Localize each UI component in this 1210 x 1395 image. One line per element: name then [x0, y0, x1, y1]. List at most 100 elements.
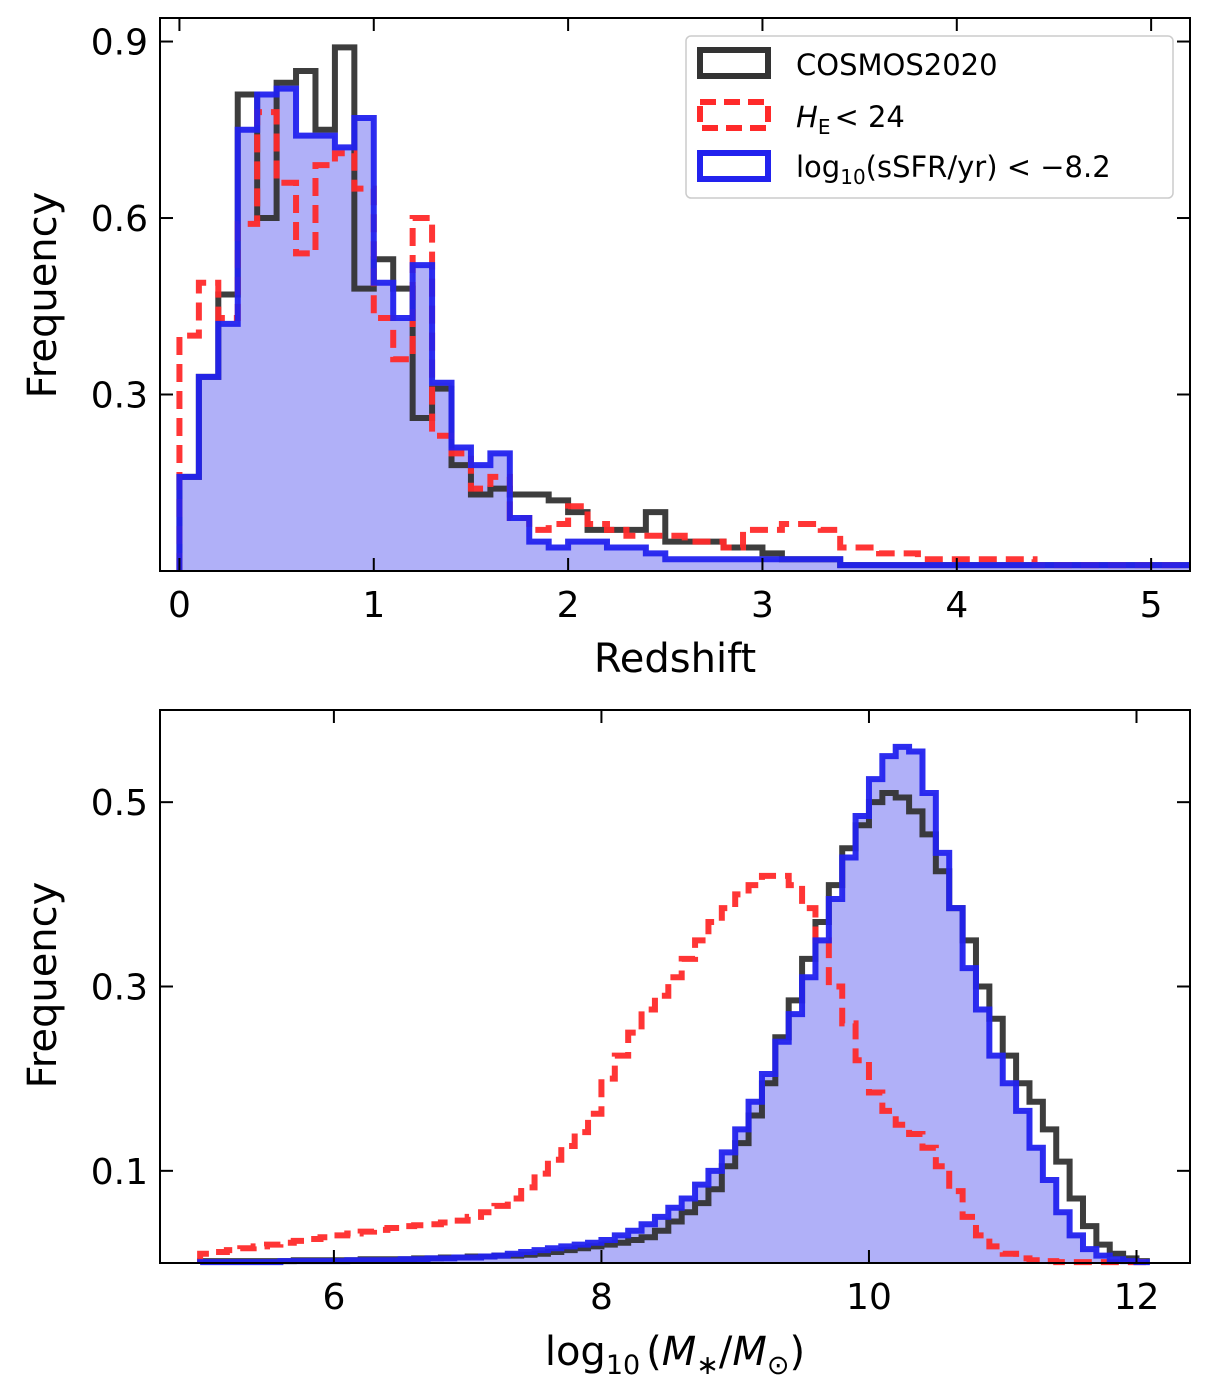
- legend-label-ssfr-sub: 10: [840, 165, 865, 189]
- bottom-ssfr-fill-layer: [200, 746, 1151, 1264]
- top-ytick-label-0.6: 0.6: [91, 199, 148, 240]
- bot-ytick-label-0.5: 0.5: [91, 783, 148, 824]
- bot-ssfr-bar-57: [962, 968, 977, 1263]
- xlabel-open-paren: (: [646, 1329, 662, 1375]
- top-ssfr-bar-29: [743, 559, 763, 571]
- bot-xtick-label-8: 8: [590, 1277, 613, 1318]
- bottom-ticks-layer: 6 8 10 12 0.1 0.3 0.5: [91, 710, 1190, 1318]
- xlabel-close-paren: ): [790, 1329, 806, 1375]
- legend-label-he-tail: < 24: [834, 100, 904, 134]
- bot-ssfr-bar-62: [1029, 1147, 1044, 1263]
- top-ssfr-bar-0: [179, 476, 200, 571]
- top-ssfr-bar-27: [704, 559, 724, 571]
- top-ssfr-step-line: [176, 85, 1190, 571]
- legend-swatch-cosmos: [697, 47, 771, 79]
- top-ssfr-bar-3: [237, 129, 258, 571]
- top-ssfr-bar-19: [548, 547, 569, 571]
- bot-ssfr-bar-41: [748, 1101, 763, 1263]
- top-ssfr-bar-7: [315, 135, 336, 571]
- top-ssfr-bar-22: [606, 547, 627, 571]
- top-ssfr-bar-32: [801, 559, 822, 571]
- bot-ssfr-bar-45: [802, 977, 816, 1263]
- top-ssfr-bar-18: [529, 541, 550, 571]
- top-ssfr-bar-24: [645, 553, 666, 571]
- bot-ytick-label-0.1: 0.1: [91, 1152, 148, 1193]
- top-ssfr-bar-5: [276, 88, 297, 571]
- bot-ssfr-bar-55: [935, 852, 950, 1263]
- top-ssfr-bar-1: [198, 376, 219, 571]
- bot-ssfr-bar-44: [788, 1014, 803, 1263]
- top-ssfr-bar-11: [393, 318, 414, 571]
- legend-label-he: HE < 24: [796, 100, 905, 139]
- top-ssfr-bar-14: [451, 447, 472, 571]
- bot-ssfr-bar-42: [761, 1074, 776, 1263]
- top-ssfr-bar-23: [626, 547, 647, 571]
- xlabel-m-sun: M: [732, 1329, 767, 1375]
- xlabel-star: ∗: [696, 1350, 719, 1381]
- xlabel-log: log: [545, 1329, 606, 1375]
- xlabel-log-sub: 10: [606, 1350, 640, 1381]
- bot-ssfr-bar-46: [815, 940, 830, 1263]
- bot-ssfr-bar-56: [949, 908, 963, 1263]
- top-xtick-label-5: 5: [1140, 585, 1163, 626]
- bot-ssfr-bar-52: [895, 746, 910, 1263]
- bot-ssfr-bar-48: [842, 857, 856, 1263]
- legend-label-ssfr-tail: (sSFR/yr) < −8.2: [866, 150, 1111, 184]
- bot-ssfr-bar-63: [1042, 1180, 1057, 1263]
- top-ssfr-bar-20: [568, 541, 588, 571]
- top-y-axis-label: Frequency: [20, 192, 66, 399]
- bot-ssfr-bar-60: [1002, 1083, 1017, 1263]
- xlabel-m-star: M: [662, 1329, 697, 1375]
- top-ssfr-bar-30: [762, 559, 783, 571]
- top-ytick-label-0.3: 0.3: [91, 376, 148, 417]
- xlabel-slash: /: [719, 1329, 733, 1375]
- bot-ssfr-bar-47: [828, 898, 843, 1263]
- top-ssfr-bar-8: [334, 147, 355, 571]
- top-ssfr-bar-16: [490, 453, 511, 571]
- bottom-y-axis-label: Frequency: [20, 882, 66, 1089]
- bot-ssfr-bar-51: [882, 756, 897, 1263]
- top-xtick-label-4: 4: [945, 585, 968, 626]
- top-plot-frame: [159, 17, 1191, 572]
- bot-ssfr-bar-33: [641, 1224, 656, 1263]
- top-ytick-label-0.9: 0.9: [91, 23, 148, 64]
- legend-label-he-main: H: [796, 100, 818, 134]
- bot-ssfr-bar-38: [708, 1170, 723, 1263]
- top-ssfr-bar-2: [218, 323, 239, 571]
- stellar-mass-histogram-panel: 6 8 10 120.10.30.5 log10 (M∗/M⊙) Frequency: [20, 709, 1191, 1381]
- top-xtick-label-3: 3: [751, 585, 774, 626]
- redshift-histogram-panel: 0 1 2 3 4 5 0.3 0.6 0.9 COSMOS2020 HE < 24 log10(…: [20, 17, 1191, 682]
- top-xtick-label-0: 0: [168, 585, 191, 626]
- bot-ytick-label-0.3: 0.3: [91, 968, 148, 1009]
- bot-ssfr-bar-50: [868, 779, 883, 1264]
- bot-xtick-label-6: 6: [322, 1277, 345, 1318]
- bot-ssfr-bar-39: [721, 1152, 736, 1263]
- bot-ssfr-bar-64: [1056, 1212, 1071, 1263]
- bottom-x-axis-label: log10 (M∗/M⊙): [545, 1329, 805, 1381]
- bot-ssfr-bar-59: [989, 1055, 1004, 1264]
- top-xtick-label-1: 1: [362, 585, 385, 626]
- top-ssfr-bar-33: [820, 559, 841, 571]
- top-x-axis-label: Redshift: [594, 636, 756, 682]
- xlabel-sun: ⊙: [767, 1350, 790, 1381]
- top-ssfr-bar-9: [354, 118, 375, 571]
- bot-ssfr-bar-21: [481, 1256, 495, 1263]
- bot-ssfr-bar-22: [494, 1255, 509, 1263]
- top-ssfr-bar-28: [723, 559, 744, 571]
- bot-xtick-label-12: 12: [1114, 1277, 1160, 1318]
- top-series-lines-layer: [176, 44, 1190, 571]
- bot-he-step-line: [197, 872, 1150, 1266]
- legend-frame: [685, 35, 1174, 199]
- top-ssfr-bar-25: [665, 559, 686, 571]
- bot-ssfr-bar-65: [1069, 1235, 1084, 1263]
- bot-xtick-label-10: 10: [846, 1277, 892, 1318]
- legend-label-he-sub: E: [818, 115, 831, 139]
- bot-ssfr-bar-43: [775, 1041, 790, 1263]
- top-ticks-layer: 0 1 2 3 4 5 0.3 0.6 0.9: [91, 18, 1190, 626]
- legend-label-ssfr: log10(sSFR/yr) < −8.2: [796, 150, 1111, 189]
- top-ssfr-bar-31: [781, 559, 802, 571]
- bot-ssfr-bar-61: [1016, 1110, 1030, 1263]
- top-ssfr-bar-13: [432, 382, 452, 571]
- top-ssfr-bar-10: [373, 282, 394, 571]
